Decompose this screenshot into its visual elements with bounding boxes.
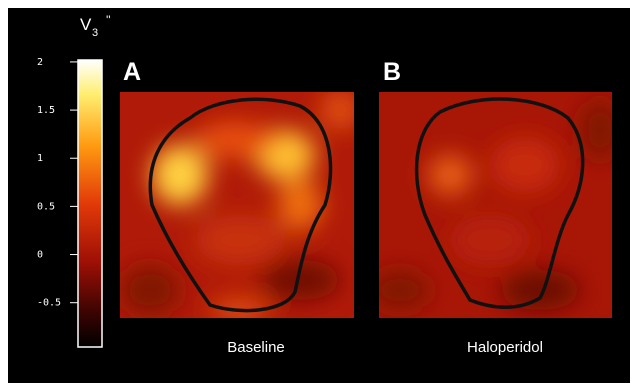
heatmap-b [370,92,620,318]
panel-letter: B [383,58,401,86]
colorbar-tick-label: 1.5 [37,105,55,116]
colorbar-symbol: V [80,15,92,34]
heatmap-a [120,90,360,322]
colorbar-tick-label: -0.5 [37,298,61,309]
panel-caption: Baseline [227,339,285,356]
colorbar-tick-label: 2 [37,57,43,68]
figure: V 3 '' A B Baseline Haloperid [0,0,638,391]
panel-letter: A [123,58,141,86]
colorbar-tick-label: 1 [37,153,43,164]
colorbar-tick-label: 0.5 [37,201,55,212]
panel-caption: Haloperidol [467,339,543,356]
colorbar [78,60,102,347]
colorbar-tick-label: 0 [37,250,43,261]
colorbar-prime: '' [106,13,111,27]
colorbar-subscript: 3 [92,27,98,39]
